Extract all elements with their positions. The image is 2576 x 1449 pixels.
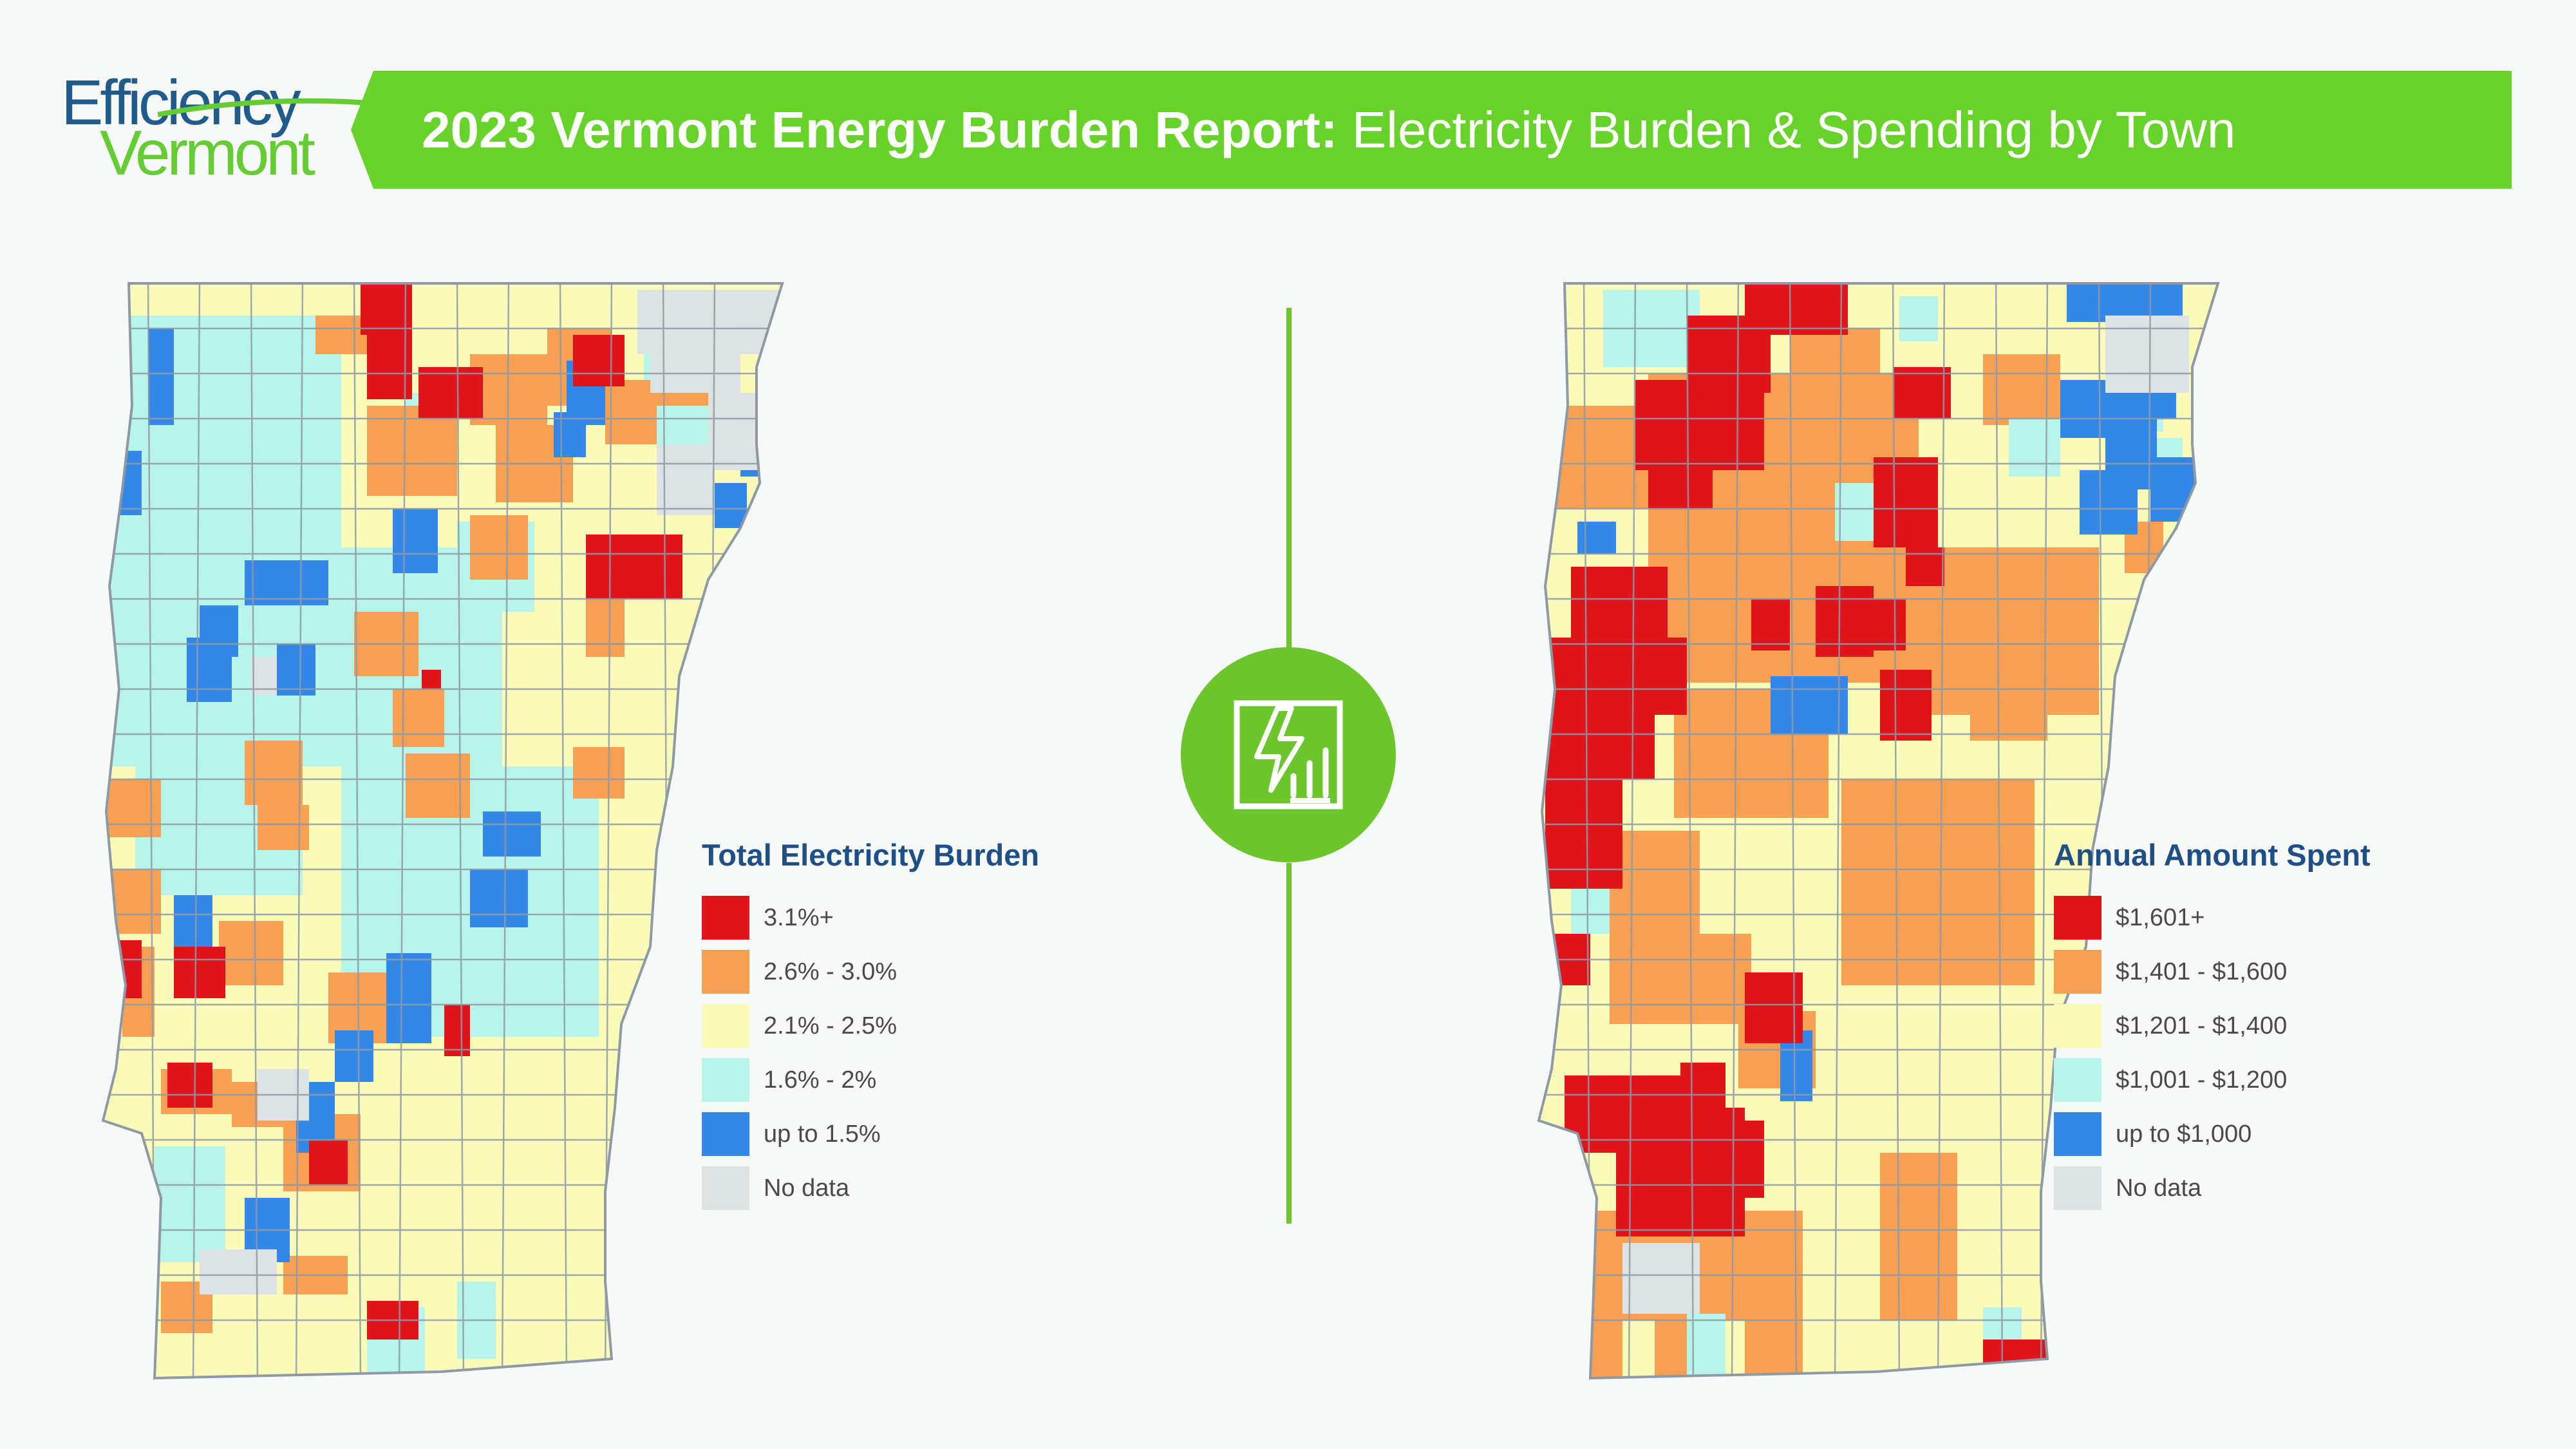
legend-item: $1,201 - $1,400 (2054, 999, 2371, 1053)
title-rest: Electricity Burden & Spending by Town (1337, 100, 2236, 158)
divider-line-bottom (1286, 863, 1292, 1224)
legend-label: $1,001 - $1,200 (2116, 1066, 2288, 1094)
legend-item: 3.1%+ (702, 891, 1039, 945)
legend-label: up to $1,000 (2116, 1120, 2252, 1148)
legend-label: No data (764, 1174, 850, 1202)
legend-item: $1,001 - $1,200 (2054, 1053, 2371, 1107)
legend-annual-spending: Annual Amount Spent $1,601+ $1,401 - $1,… (2054, 837, 2371, 1215)
legend-label: 2.1% - 2.5% (764, 1012, 897, 1039)
legend-swatch (2054, 950, 2101, 994)
logo-swoosh-icon (158, 98, 370, 117)
legend-item: No data (702, 1161, 1039, 1215)
legend-item: up to 1.5% (702, 1107, 1039, 1161)
vermont-map-spending (1537, 282, 2219, 1379)
map-electricity-burden (97, 277, 792, 1385)
legend-swatch (2054, 1004, 2101, 1048)
legend-label: No data (2116, 1174, 2202, 1202)
vermont-map-burden (102, 282, 784, 1379)
legend-item: 2.6% - 3.0% (702, 945, 1039, 999)
legend-swatch (2054, 896, 2101, 940)
legend-swatch (702, 1058, 749, 1102)
legend-item: No data (2054, 1161, 2371, 1215)
title-banner: 2023 Vermont Energy Burden Report: Elect… (351, 71, 2512, 189)
legend-label: up to 1.5% (764, 1120, 881, 1148)
legend-label: 3.1%+ (764, 904, 834, 931)
legend-item: $1,401 - $1,600 (2054, 945, 2371, 999)
legend-item: 2.1% - 2.5% (702, 999, 1039, 1053)
legend-swatch (2054, 1166, 2101, 1210)
electricity-chart-icon (1181, 647, 1396, 862)
legend-title: Annual Amount Spent (2054, 838, 2371, 872)
title-bold: 2023 Vermont Energy Burden Report: (422, 100, 1338, 158)
logo-line-2: Vermont (100, 117, 315, 188)
legend-label: $1,201 - $1,400 (2116, 1012, 2288, 1039)
legend-label: 1.6% - 2% (764, 1066, 877, 1094)
map-annual-spending (1532, 277, 2228, 1385)
legend-label: 2.6% - 3.0% (764, 958, 897, 985)
efficiency-vermont-logo: Efficiency Vermont (61, 71, 370, 188)
legend-swatch (2054, 1058, 2101, 1102)
legend-swatch (702, 1004, 749, 1048)
legend-item: $1,601+ (2054, 891, 2371, 945)
legend-label: $1,401 - $1,600 (2116, 958, 2288, 985)
page-title: 2023 Vermont Energy Burden Report: Elect… (422, 100, 2235, 160)
legend-swatch (702, 1166, 749, 1210)
legend-swatch (702, 896, 749, 940)
legend-item: up to $1,000 (2054, 1107, 2371, 1161)
legend-item: 1.6% - 2% (702, 1053, 1039, 1107)
legend-swatch (702, 950, 749, 994)
legend-label: $1,601+ (2116, 904, 2205, 931)
legend-swatch (2054, 1112, 2101, 1156)
divider-line-top (1286, 308, 1292, 648)
legend-electricity-burden: Total Electricity Burden 3.1%+ 2.6% - 3.… (702, 837, 1039, 1215)
legend-swatch (702, 1112, 749, 1156)
lightning-bar-chart-icon (1234, 700, 1343, 810)
legend-title: Total Electricity Burden (702, 838, 1040, 872)
